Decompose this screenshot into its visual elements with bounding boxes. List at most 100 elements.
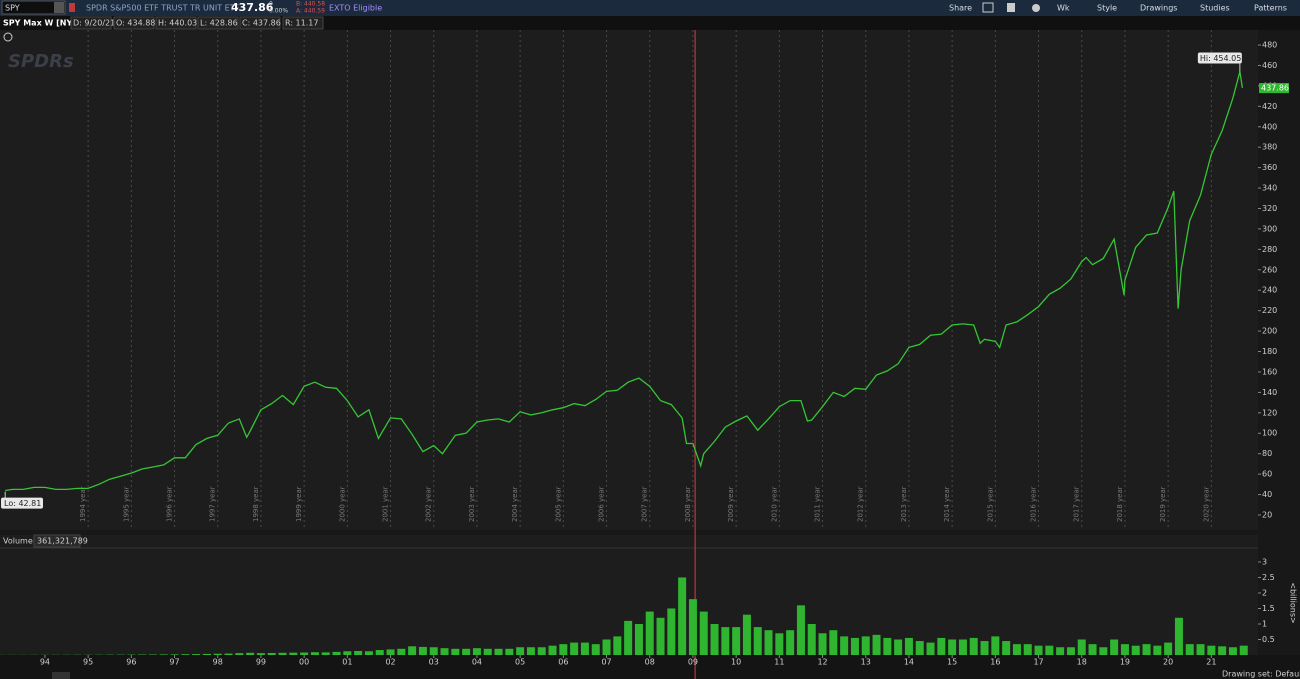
lo-box	[1, 497, 43, 509]
volume-bar	[1218, 646, 1227, 655]
period-label: 2020 year	[1202, 486, 1210, 522]
volume-bar	[559, 644, 568, 655]
volume-bar	[861, 636, 870, 655]
volume-bar	[570, 642, 579, 655]
volume-bar	[1002, 641, 1011, 655]
field-box	[155, 16, 197, 30]
period-label: 2000 year	[338, 486, 346, 522]
style-button[interactable]: Style	[1097, 4, 1117, 13]
volume-bar	[634, 623, 643, 655]
link-icon[interactable]	[69, 3, 75, 12]
x-tick-label: 20	[1163, 658, 1173, 667]
period-label: 2002 year	[425, 486, 433, 522]
y-tick-label: 220	[1262, 306, 1277, 315]
y-tick-label: 100	[1262, 429, 1277, 438]
volume-value: 361,321,789	[37, 537, 88, 546]
volume-bar	[267, 652, 276, 655]
volume-bar	[181, 654, 190, 655]
volume-bar	[408, 646, 417, 655]
field-box	[113, 16, 155, 30]
volume-bar	[364, 651, 373, 655]
icon-button[interactable]	[1007, 3, 1015, 12]
icon-button[interactable]	[982, 2, 994, 13]
x-tick-label: 98	[213, 658, 223, 667]
volume-bar	[937, 637, 946, 655]
volume-bar	[505, 648, 514, 655]
volume-bar	[548, 645, 557, 655]
patterns-button[interactable]: Patterns	[1254, 4, 1287, 13]
volume-bar	[300, 652, 309, 655]
period-label: 1998 year	[252, 486, 260, 522]
price-panel	[0, 30, 1258, 530]
x-tick-label: 14	[904, 658, 914, 667]
x-tick-label: 99	[256, 658, 266, 667]
x-tick-label: 94	[40, 658, 50, 667]
change: 0	[269, 1, 273, 8]
volume-bar	[915, 641, 924, 655]
volume-bar	[343, 651, 352, 655]
volume-bar	[775, 633, 784, 655]
y-tick-label: 1	[1262, 619, 1267, 628]
aggregation-button[interactable]: Wk	[1057, 4, 1070, 13]
volume-bar	[1099, 647, 1108, 655]
volume-bar	[1110, 639, 1119, 655]
y-tick-label: 140	[1262, 388, 1277, 397]
volume-bar	[278, 652, 287, 655]
y-tick-label: 240	[1262, 286, 1277, 295]
y-tick-label: 300	[1262, 224, 1277, 233]
last-price-tag	[1259, 83, 1289, 94]
info-icon[interactable]	[3, 32, 13, 42]
volume-bar	[678, 577, 687, 655]
volume-bar	[667, 608, 676, 655]
drawings-button[interactable]: Drawings	[1140, 4, 1177, 13]
share-button[interactable]: Share	[949, 4, 972, 13]
y-tick-label: 280	[1262, 245, 1277, 254]
volume-bar	[624, 620, 633, 655]
y-tick-label: 180	[1262, 347, 1277, 356]
y-tick-label: 1.5	[1262, 604, 1275, 613]
drawing-set[interactable]: Drawing set: Default	[1222, 670, 1300, 679]
symbol-dropdown[interactable]	[54, 2, 64, 13]
period-label: 1999 year	[295, 486, 303, 522]
period-label: 2004 year	[511, 486, 519, 522]
volume-bar	[332, 651, 341, 655]
x-tick-label: 06	[558, 658, 568, 667]
period-label: 2010 year	[770, 486, 778, 522]
info-field: L: 428.86	[200, 19, 238, 28]
period-label: 1997 year	[209, 486, 217, 522]
volume-bar	[1174, 617, 1183, 655]
y-tick-label: 320	[1262, 204, 1277, 213]
symbol-input[interactable]	[1, 0, 66, 15]
volume-bar	[202, 653, 211, 655]
period-label: 2011 year	[814, 486, 822, 522]
studies-button[interactable]: Studies	[1200, 4, 1230, 13]
period-label: 2018 year	[1116, 486, 1124, 522]
volume-bar	[440, 648, 449, 655]
x-tick-label: 12	[817, 658, 827, 667]
volume-bar	[1077, 639, 1086, 655]
y-tick-label: 2	[1262, 588, 1267, 597]
y-tick-label: 360	[1262, 163, 1277, 172]
volume-bar	[850, 637, 859, 655]
x-tick-label: 13	[861, 658, 871, 667]
volume-bar	[796, 605, 805, 655]
period-label: 2013 year	[900, 486, 908, 522]
period-label: 2014 year	[943, 486, 951, 522]
x-tick-label: 09	[688, 658, 698, 667]
field-box	[282, 16, 324, 30]
period-label: 2005 year	[554, 486, 562, 522]
period-label: 1995 year	[122, 486, 130, 522]
y-tick-label: 460	[1262, 61, 1277, 70]
lo-label: Lo: 42.81	[4, 499, 41, 508]
x-tick-label: 03	[429, 658, 439, 667]
last-price: 437.86	[231, 1, 274, 14]
chart-title: SPY Max W [NYSE]	[3, 19, 87, 28]
settings-button[interactable]	[1032, 4, 1040, 12]
volume-bar	[213, 653, 222, 655]
volume-bar	[656, 617, 665, 655]
volume-bar	[1228, 647, 1237, 655]
y-tick-label: 20	[1262, 510, 1272, 519]
volume-bar	[472, 648, 481, 655]
scroll-handle[interactable]	[52, 672, 70, 679]
